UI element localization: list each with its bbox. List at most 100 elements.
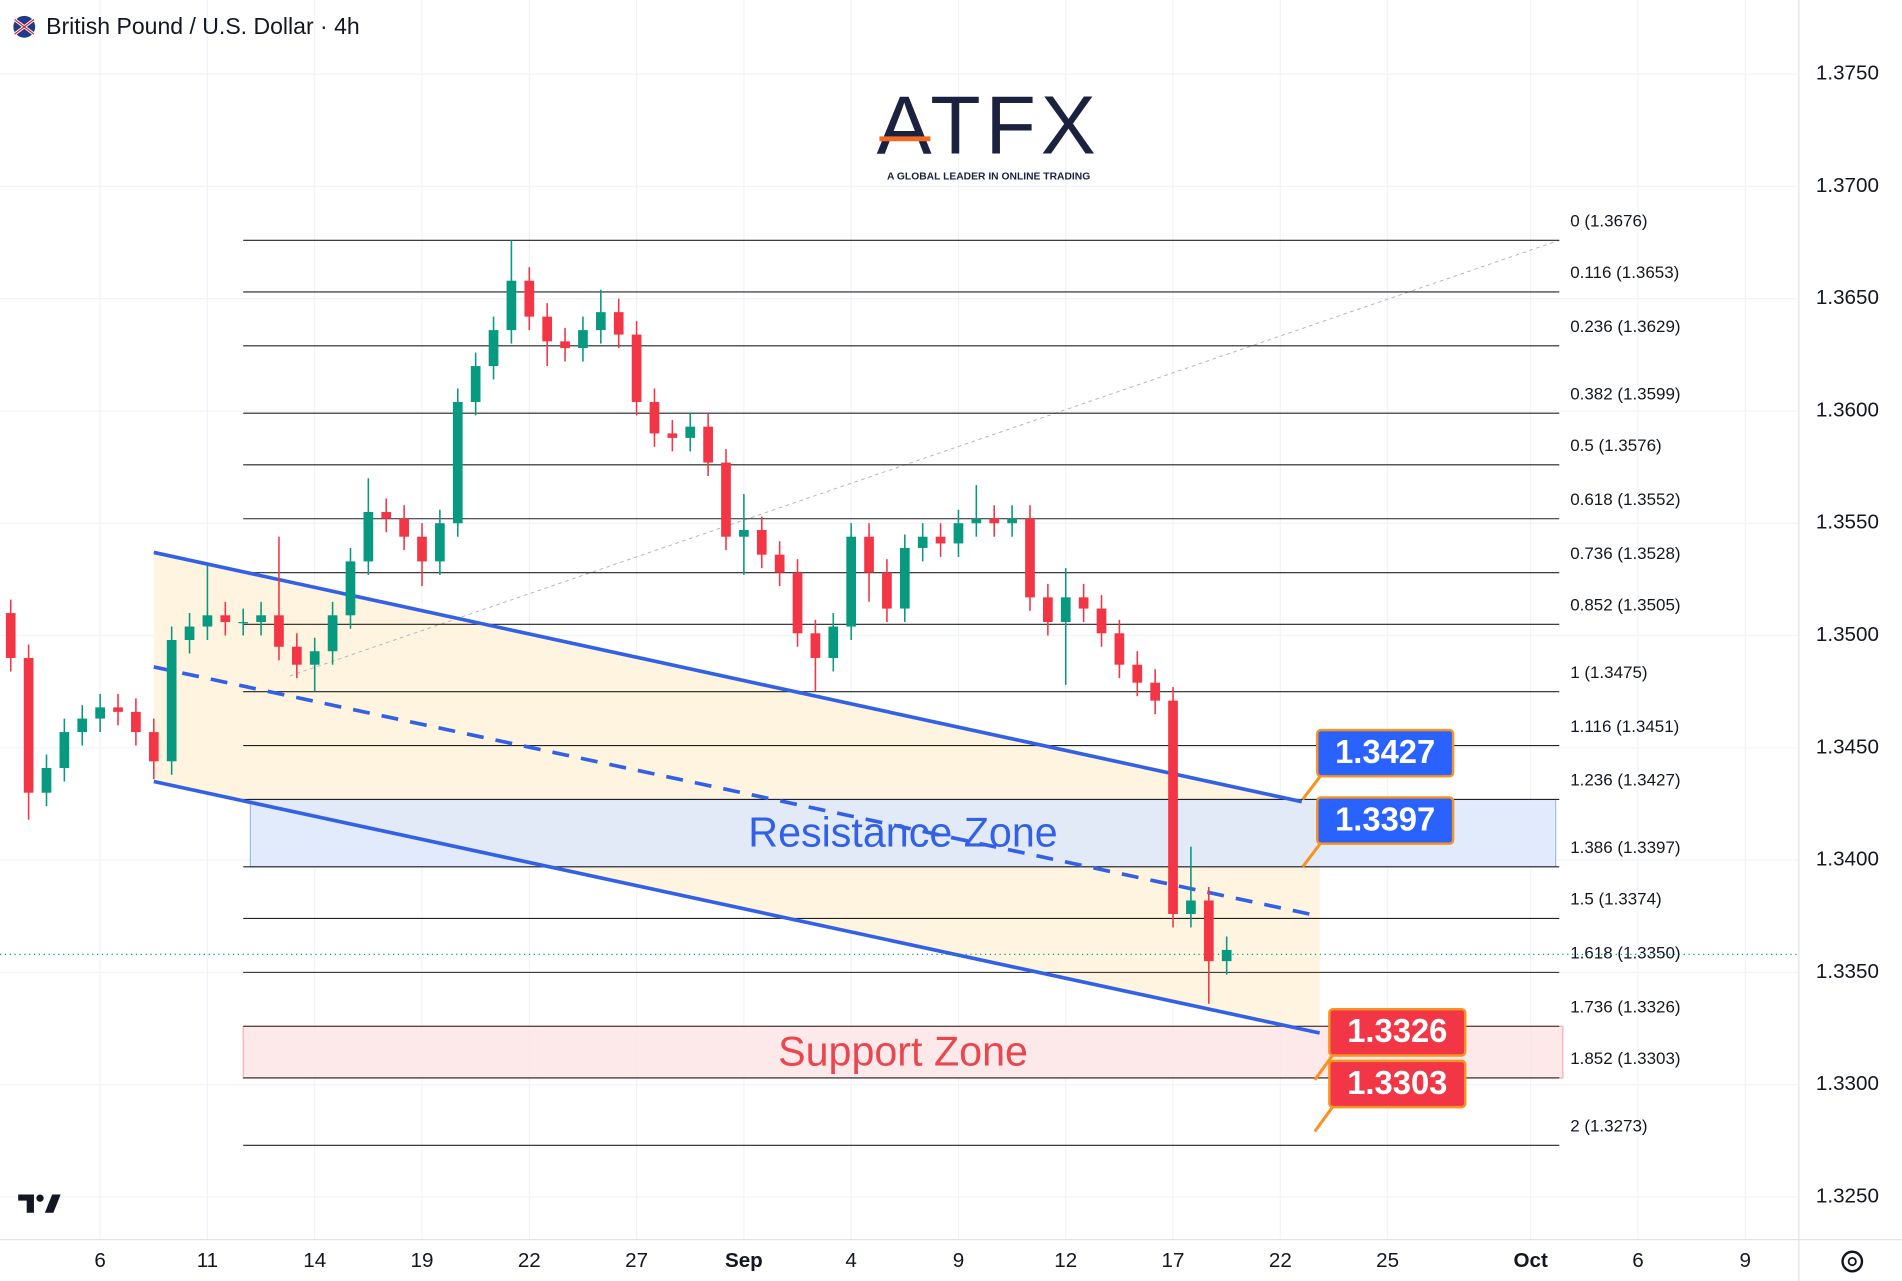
candle-body [846,536,857,627]
y-tick-label: 1.3500 [1816,623,1879,646]
candle-body [971,518,982,524]
x-tick-label: Sep [725,1249,763,1272]
x-tick-label: 19 [411,1249,434,1272]
callout-label: 1.3397 [1335,800,1435,837]
y-tick-label: 1.3450 [1816,735,1879,758]
y-tick-label: 1.3300 [1816,1072,1879,1095]
candle-body [828,626,839,658]
candle-body [166,640,177,762]
candle-body [452,401,463,524]
candle-body [309,651,320,665]
candle-body [703,426,713,463]
callout-label: 1.3326 [1347,1012,1447,1049]
candle-body [470,366,481,402]
candle-body [113,707,123,712]
x-tick-label: 9 [953,1249,964,1272]
candle-body [595,312,606,331]
candle-body [560,341,570,349]
x-tick-label: 22 [1269,1249,1292,1272]
candle-body [148,732,159,762]
candle-body [184,626,195,641]
x-tick-label: 25 [1376,1249,1399,1272]
candle-body [953,523,964,544]
y-tick-label: 1.3750 [1816,62,1879,85]
candle-body [1007,518,1017,524]
callout-label: 1.3427 [1335,733,1435,770]
x-tick-label: Oct [1513,1249,1547,1272]
fib-label: 2 (1.3273) [1570,1116,1647,1135]
zone-label: Support Zone [778,1028,1028,1074]
candle-body [238,622,249,624]
candle-body [1060,597,1071,623]
fib-label: 0.382 (1.3599) [1570,384,1680,403]
candle-body [935,536,946,544]
candle-body [882,572,892,609]
candle-body [667,433,678,438]
candle-body [613,312,624,335]
logo: ATFX [877,78,1101,171]
fib-label: 1.116 (1.3451) [1570,717,1679,736]
candle-body [59,732,70,769]
y-tick-label: 1.3600 [1816,398,1879,421]
logo-tagline: A GLOBAL LEADER IN ONLINE TRADING [887,171,1090,182]
fib-label: 1.852 (1.3303) [1570,1049,1680,1068]
candle-body [989,518,1000,524]
candle-body [774,554,785,573]
settings-icon[interactable] [1841,1250,1864,1273]
candle-body [524,280,535,317]
candle-body [345,561,356,616]
x-tick-label: 14 [303,1249,326,1272]
y-tick-label: 1.3550 [1816,511,1879,534]
x-tick-label: 4 [845,1249,856,1272]
candle-body [1150,682,1161,701]
fib-anchor-line [289,239,1560,677]
candle-body [488,330,499,367]
trendline [153,665,1321,919]
candle-body [1114,633,1125,665]
candle-body [256,615,266,623]
callout-box [1328,1007,1467,1057]
candle-body [1096,608,1107,634]
callout-box [1316,796,1455,845]
candle-body [1168,700,1178,914]
y-tick-label: 1.3250 [1816,1184,1879,1207]
candle-body [399,518,409,537]
tradingview-logo [18,1194,61,1213]
fib-label: 1 (1.3475) [1570,663,1647,682]
candle-body [381,512,392,519]
candle-body [631,334,642,402]
candle-body [95,707,105,719]
callout-box [1316,728,1455,778]
fib-label: 0.618 (1.3552) [1570,490,1680,509]
x-tick-label: 9 [1740,1249,1751,1272]
candle-body [810,633,821,658]
x-tick-label: 22 [518,1249,541,1272]
callout-pointer [1301,840,1324,868]
candle-body [578,330,588,349]
y-tick-label: 1.3650 [1816,286,1879,309]
candle-body [274,615,284,647]
candle-body [1203,900,1214,962]
candle-body [327,615,338,652]
candle-body [435,523,445,562]
plot: Resistance Zone Support Zone 0 (1.3676) 0.1… [0,0,1799,1240]
x-tick-label: 27 [625,1249,648,1272]
candle-body [792,572,803,634]
candle-body [41,768,52,793]
fib-label: 0.236 (1.3629) [1570,317,1680,336]
candle-body [1221,949,1232,962]
y-tick-label: 1.3350 [1816,960,1879,983]
candle-body [864,536,874,573]
candle-body [291,646,302,665]
fib-label: 1.5 (1.3374) [1570,890,1662,909]
x-tick-label: 6 [1632,1249,1643,1272]
candle-body [721,462,731,537]
x-tick-label: 11 [197,1249,218,1272]
fib-label: 1.386 (1.3397) [1570,838,1680,857]
callout-box [1328,1059,1467,1109]
trendline [153,550,1303,804]
y-tick-label: 1.3400 [1816,848,1879,871]
candle-body [917,536,928,548]
